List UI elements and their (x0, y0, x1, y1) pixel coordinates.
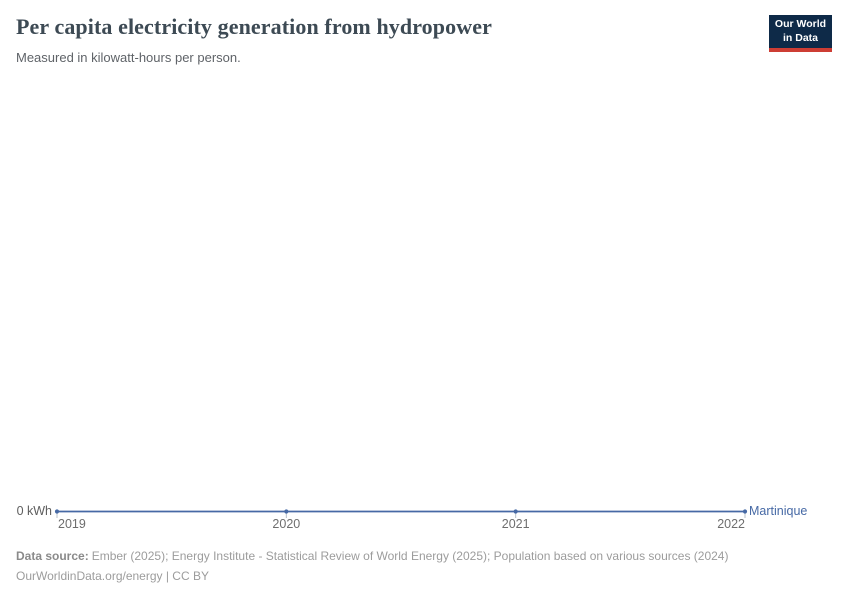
x-tick-2020: 2020 (272, 517, 301, 531)
x-tick-2021: 2021 (501, 517, 530, 531)
data-line-martinique (54, 509, 748, 518)
plot-area (0, 80, 850, 500)
x-tick-2022: 2022 (717, 517, 745, 531)
data-source-label: Data source: (16, 549, 89, 563)
x-axis-tick-labels: 2019 2020 2021 2022 (0, 517, 850, 533)
data-source-line: Data source: Ember (2025); Energy Institu… (16, 547, 816, 567)
y-axis-zero-label: 0 kWh (16, 504, 52, 518)
data-source-text: Ember (2025); Energy Institute - Statist… (91, 549, 729, 563)
entity-label[interactable]: Martinique (749, 504, 808, 518)
owid-logo[interactable]: Our World in Data (769, 15, 832, 52)
x-tick-2019: 2019 (58, 517, 86, 531)
owid-logo-line1: Our World (774, 18, 827, 31)
chart-footer: Data source: Ember (2025); Energy Institu… (16, 547, 816, 587)
chart-subtitle: Measured in kilowatt-hours per person. (16, 50, 241, 65)
owid-logo-line2: in Data (782, 31, 818, 44)
license-line[interactable]: OurWorldinData.org/energy | CC BY (16, 568, 209, 583)
page-title: Per capita electricity generation from h… (16, 14, 492, 39)
